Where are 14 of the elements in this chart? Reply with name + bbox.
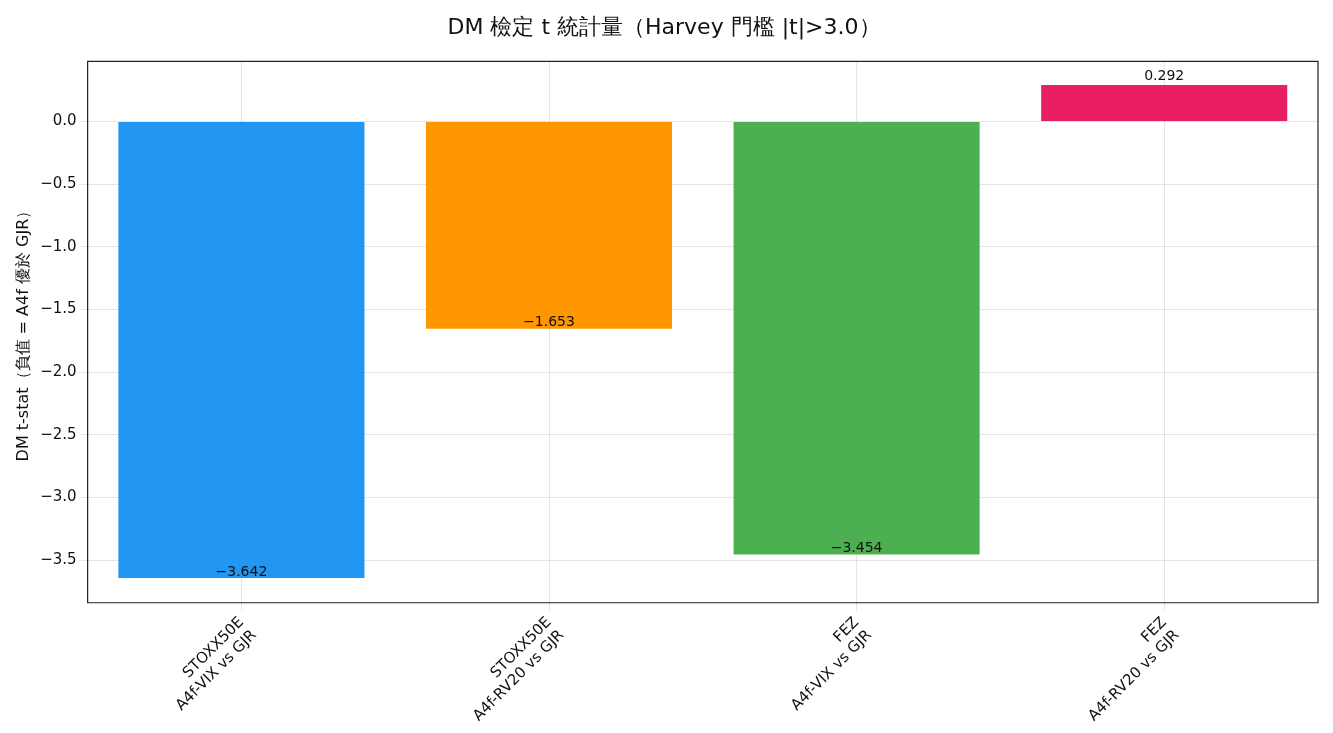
chart-title: DM 檢定 t 統計量（Harvey 門檻 |t|>3.0） xyxy=(447,13,881,40)
y-axis-title: DM t-stat（負值 = A4f 優於 GJR） xyxy=(12,202,32,462)
y-tick-label: −1.5 xyxy=(40,299,77,318)
y-tick-label: 0.0 xyxy=(52,111,77,130)
y-tick-label: −3.5 xyxy=(40,550,77,569)
data-label: −1.653 xyxy=(523,313,575,330)
y-tick-label: −2.5 xyxy=(40,424,77,443)
y-tick-label: −1.0 xyxy=(40,236,77,255)
data-label: −3.642 xyxy=(215,562,268,579)
y-tick-label: −3.0 xyxy=(40,487,77,506)
data-label: 0.292 xyxy=(1144,66,1185,83)
y-tick-label: −2.0 xyxy=(40,362,77,381)
data-label: −3.454 xyxy=(830,539,883,556)
y-tick-label: −0.5 xyxy=(40,174,77,193)
